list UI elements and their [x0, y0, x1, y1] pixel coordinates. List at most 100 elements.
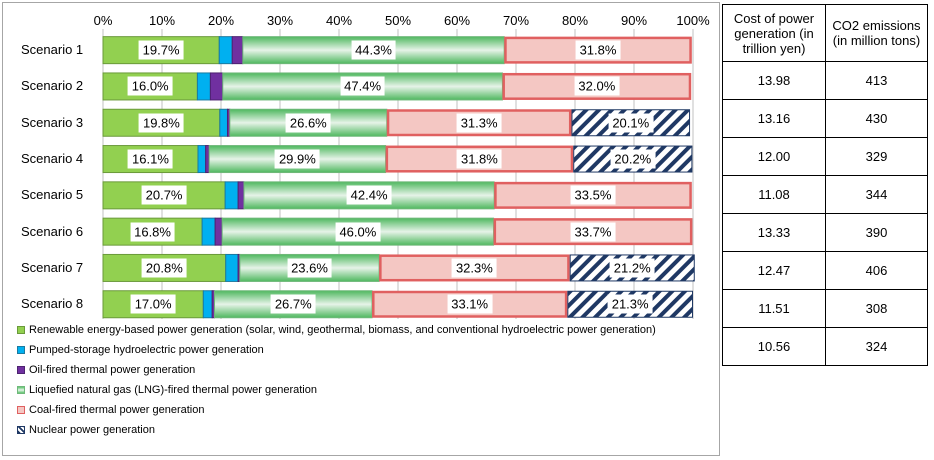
legend-swatch [17, 366, 25, 374]
legend-label: Liquefied natural gas (LNG)-fired therma… [29, 384, 317, 396]
data-label: 32.0% [574, 76, 620, 96]
data-label: 26.6% [285, 113, 331, 133]
x-tick-label: 80% [561, 13, 589, 28]
co2-cell: 406 [825, 251, 928, 290]
data-label: 19.8% [138, 113, 184, 133]
legend-label: Pumped-storage hydroelectric power gener… [29, 344, 264, 356]
bar-segment-pumped-storage [201, 217, 216, 246]
data-label: 16.1% [128, 149, 173, 169]
category-label: Scenario 2 [21, 78, 84, 94]
data-label: 31.8% [575, 40, 621, 60]
data-label: 26.7% [270, 294, 316, 314]
bar-segment-pumped-storage [219, 108, 228, 137]
x-tick-label: 40% [325, 13, 353, 28]
legend-swatch [17, 386, 25, 394]
data-label: 31.8% [456, 149, 502, 169]
data-label: 29.9% [274, 149, 320, 169]
bar-segment-pumped-storage [225, 253, 239, 282]
co2-cell: 390 [825, 213, 928, 252]
cost-cell: 11.08 [722, 175, 826, 214]
data-label: 46.0% [335, 222, 381, 242]
data-label: 33.5% [570, 185, 616, 205]
cost-cell: 13.98 [722, 61, 826, 100]
legend-swatch [17, 326, 25, 334]
bar-segment-oil [209, 72, 224, 101]
data-label: 31.3% [456, 113, 502, 133]
bar-segment-pumped-storage [196, 72, 211, 101]
x-tick-label: 10% [148, 13, 176, 28]
data-label: 33.1% [447, 294, 493, 314]
x-tick-label: 20% [207, 13, 235, 28]
cost-cell: 13.16 [722, 99, 826, 138]
chart-container: 0% 10% 20% 30% 40% 50% 60% 70% 80% 90% 100% Scenari… [2, 2, 720, 456]
bar-segment-pumped-storage [218, 36, 233, 65]
cost-cell: 12.47 [722, 251, 826, 290]
table-row: 11.51 308 [722, 289, 928, 328]
data-label: 20.7% [141, 185, 187, 205]
legend-swatch [17, 346, 25, 354]
data-label: 16.8% [130, 222, 175, 242]
legend-label: Oil-fired thermal power generation [29, 364, 196, 376]
table-row: 12.00 329 [722, 137, 928, 176]
category-label: Scenario 6 [21, 223, 84, 239]
x-tick-label: 50% [384, 13, 412, 28]
data-label: 17.0% [130, 294, 176, 314]
x-tick-label: 90% [620, 13, 648, 28]
data-label: 19.7% [138, 40, 184, 60]
data-label: 33.7% [570, 222, 616, 242]
cost-cell: 12.00 [722, 137, 826, 176]
data-label: 32.3% [451, 258, 497, 278]
category-label: Scenario 3 [21, 114, 84, 130]
data-label: 42.4% [346, 185, 392, 205]
legend-label: Nuclear power generation [29, 424, 155, 436]
co2-cell: 413 [825, 61, 928, 100]
table-row: 12.47 406 [722, 251, 928, 290]
table-header-co2: CO2 emissions (in million tons) [825, 4, 928, 62]
category-label: Scenario 8 [21, 296, 84, 312]
x-tick-label: 30% [266, 13, 294, 28]
data-label: 20.2% [610, 149, 656, 169]
table-row: 11.08 344 [722, 175, 928, 214]
bar-segment-oil [205, 145, 210, 174]
co2-cell: 308 [825, 289, 928, 328]
table-row: 10.56 324 [722, 327, 928, 366]
cost-emissions-table: Cost of power generation (in trillion ye… [722, 4, 928, 366]
data-label: 21.2% [609, 258, 655, 278]
bar-segment-pumped-storage [224, 181, 239, 210]
table-row: 13.16 430 [722, 99, 928, 138]
data-label: 20.8% [141, 258, 187, 278]
data-label: 44.3% [351, 40, 396, 60]
legend-swatch [17, 426, 25, 434]
category-label: Scenario 4 [21, 151, 84, 167]
table-header-cost: Cost of power generation (in trillion ye… [722, 4, 826, 62]
bar-segment-oil [231, 36, 244, 65]
bar-segment-pumped-storage [202, 290, 213, 319]
data-label: 47.4% [340, 76, 386, 96]
co2-cell: 344 [825, 175, 928, 214]
legend-swatch [17, 406, 25, 414]
bar-segment-oil [237, 181, 245, 210]
co2-cell: 329 [825, 137, 928, 176]
data-label: 16.0% [127, 76, 173, 96]
data-label: 23.6% [287, 258, 332, 278]
x-tick-label: 60% [443, 13, 471, 28]
cost-cell: 11.51 [722, 289, 826, 328]
table-row: 13.98 413 [722, 61, 928, 100]
category-label: Scenario 1 [21, 42, 84, 58]
data-label: 21.3% [607, 294, 653, 314]
x-tick-label: 100% [676, 13, 710, 28]
co2-cell: 324 [825, 327, 928, 366]
legend-label: Coal-fired thermal power generation [29, 404, 205, 416]
bar-segment-oil [214, 217, 223, 246]
table-row: 13.33 390 [722, 213, 928, 252]
cost-cell: 13.33 [722, 213, 826, 252]
co2-cell: 430 [825, 99, 928, 138]
category-label: Scenario 5 [21, 187, 84, 203]
bar-segment-pumped-storage [197, 145, 207, 174]
legend-label: Renewable energy-based power generation … [29, 324, 656, 336]
x-tick-label: 0% [93, 13, 113, 28]
cost-cell: 10.56 [722, 327, 826, 366]
data-label: 20.1% [608, 113, 654, 133]
x-tick-label: 70% [502, 13, 530, 28]
category-label: Scenario 7 [21, 259, 84, 275]
